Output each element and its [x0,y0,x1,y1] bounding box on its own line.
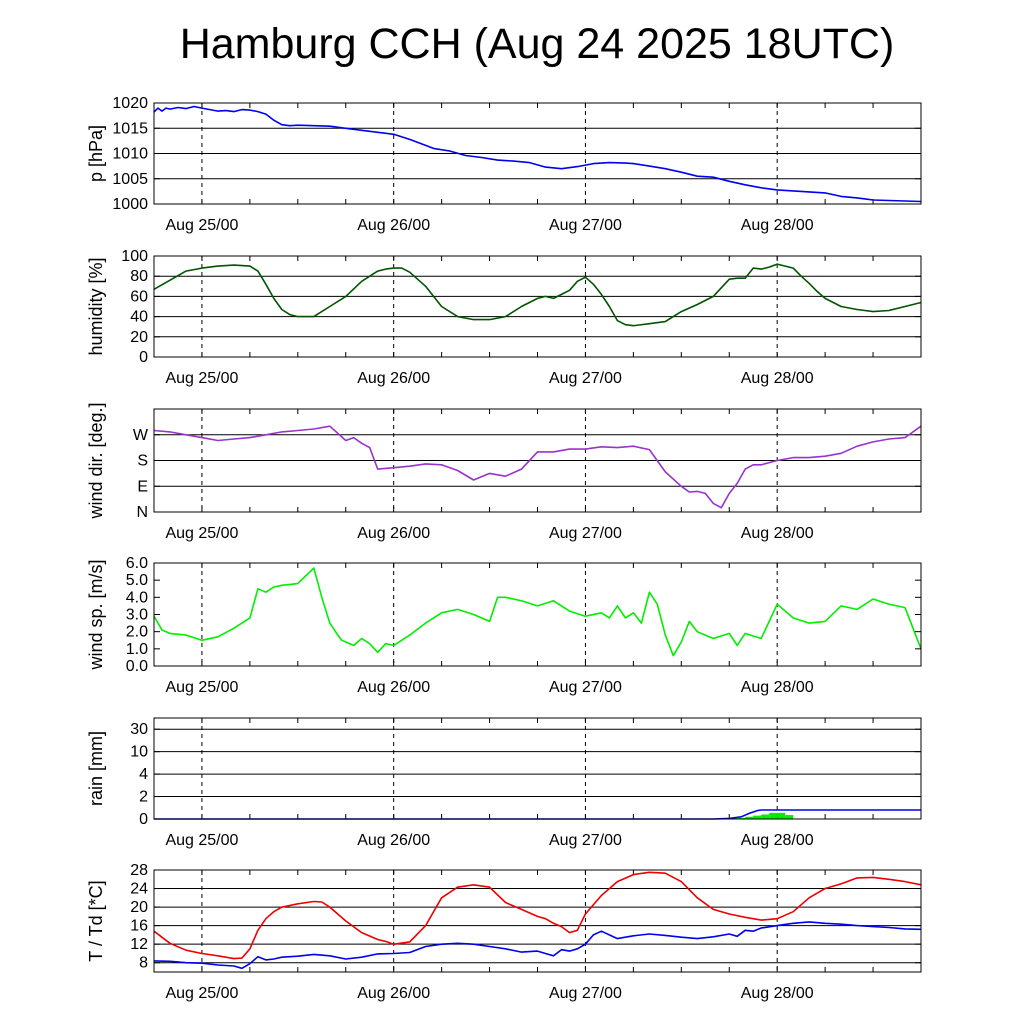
series-line-1 [153,871,922,960]
series-line-2 [153,921,922,970]
x-tick-label: Aug 26/00 [357,679,430,696]
x-tick-label: Aug 25/00 [165,985,238,1002]
panel-1: 1000 1005 1010 1015 1020 p [hPa] Aug 25/00 Aug … [86,95,922,234]
x-tick-label: Aug 26/00 [357,525,430,542]
y-tick-label: 40 [130,309,148,326]
series-line-1 [153,567,922,657]
y-tick-label: N [136,504,148,521]
x-tick-label: Aug 25/00 [165,370,238,387]
plot-frame [153,717,922,820]
x-tick-label: Aug 27/00 [549,217,622,234]
chart-title: Hamburg CCH (Aug 24 2025 18UTC) [179,20,895,68]
rain-bar [769,812,778,819]
x-tick-label: Aug 25/00 [165,679,238,696]
y-tick-label: 16 [130,918,148,935]
y-tick-label: 60 [130,288,148,305]
x-tick-label: Aug 25/00 [165,525,238,542]
y-axis-label: wind dir. [deg.] [86,402,106,519]
y-tick-label: 0 [139,349,148,366]
y-tick-label: S [137,453,148,470]
x-tick-label: Aug 27/00 [549,525,622,542]
y-axis-label: wind sp. [m/s] [86,559,106,670]
rain-bar [737,817,746,819]
y-tick-label: 8 [139,955,148,972]
y-tick-label: E [137,478,148,495]
x-tick-label: Aug 27/00 [549,832,622,849]
series-line-1 [153,425,922,509]
y-tick-label: 2 [139,789,148,806]
y-tick-label: 1005 [112,171,148,188]
y-axis-label: rain [mm] [86,731,106,806]
x-tick-label: Aug 25/00 [165,217,238,234]
series-line-1 [153,263,922,327]
rain-bar [753,815,762,819]
y-tick-label: 30 [130,721,148,738]
rain-bar [745,816,754,819]
x-tick-label: Aug 28/00 [741,217,814,234]
x-tick-label: Aug 28/00 [741,370,814,387]
rain-bar [761,814,770,819]
y-tick-label: 20 [130,329,148,346]
y-axis-label: humidity [%] [86,257,106,355]
y-tick-label: 0 [139,811,148,828]
plot-frame [153,562,922,667]
rain-bar [777,812,786,819]
panel-5: 0 2 4 10 30 rain [mm] Aug 25/00 Aug 26/00 Aug 27… [86,717,922,849]
y-tick-label: 0.0 [126,658,148,675]
panel-4: 0.01.02.03.04.05.06.0 wind sp. [m/s] Aug 2… [86,555,922,696]
y-tick-label: 4 [139,766,148,783]
y-tick-label: 12 [130,936,148,953]
x-tick-label: Aug 27/00 [549,370,622,387]
x-tick-label: Aug 28/00 [741,832,814,849]
y-tick-label: 5.0 [126,572,148,589]
series-line-1 [153,105,922,203]
y-tick-label: W [133,427,149,444]
y-tick-label: 1.0 [126,641,148,658]
y-tick-label: 4.0 [126,589,148,606]
y-tick-label: 24 [130,881,148,898]
y-tick-label: 1010 [112,146,148,163]
y-tick-label: 1020 [112,95,148,112]
x-tick-label: Aug 28/00 [741,679,814,696]
x-tick-label: Aug 26/00 [357,985,430,1002]
y-tick-label: 80 [130,268,148,285]
y-tick-label: 100 [121,248,148,265]
x-tick-label: Aug 26/00 [357,217,430,234]
x-tick-label: Aug 28/00 [741,985,814,1002]
y-tick-label: 20 [130,899,148,916]
plot-frame [153,869,922,973]
x-tick-label: Aug 25/00 [165,832,238,849]
rain-bar [785,815,794,819]
x-tick-label: Aug 28/00 [741,525,814,542]
x-tick-label: Aug 26/00 [357,370,430,387]
x-tick-label: Aug 27/00 [549,679,622,696]
x-tick-label: Aug 26/00 [357,832,430,849]
y-tick-label: 10 [130,744,148,761]
y-tick-label: 28 [130,862,148,879]
y-tick-label: 3.0 [126,607,148,624]
plot-frame [153,255,922,358]
y-tick-label: 6.0 [126,555,148,572]
y-axis-label: T / Td [*C] [86,880,106,961]
y-tick-label: 2.0 [126,624,148,641]
y-tick-label: 1000 [112,196,148,213]
y-tick-label: 1015 [112,120,148,137]
panel-2: 0 20 40 60 80 100 humidity [%] Aug 25/00 Aug 26/… [86,248,922,387]
y-axis-label: p [hPa] [86,125,106,182]
x-tick-label: Aug 27/00 [549,985,622,1002]
